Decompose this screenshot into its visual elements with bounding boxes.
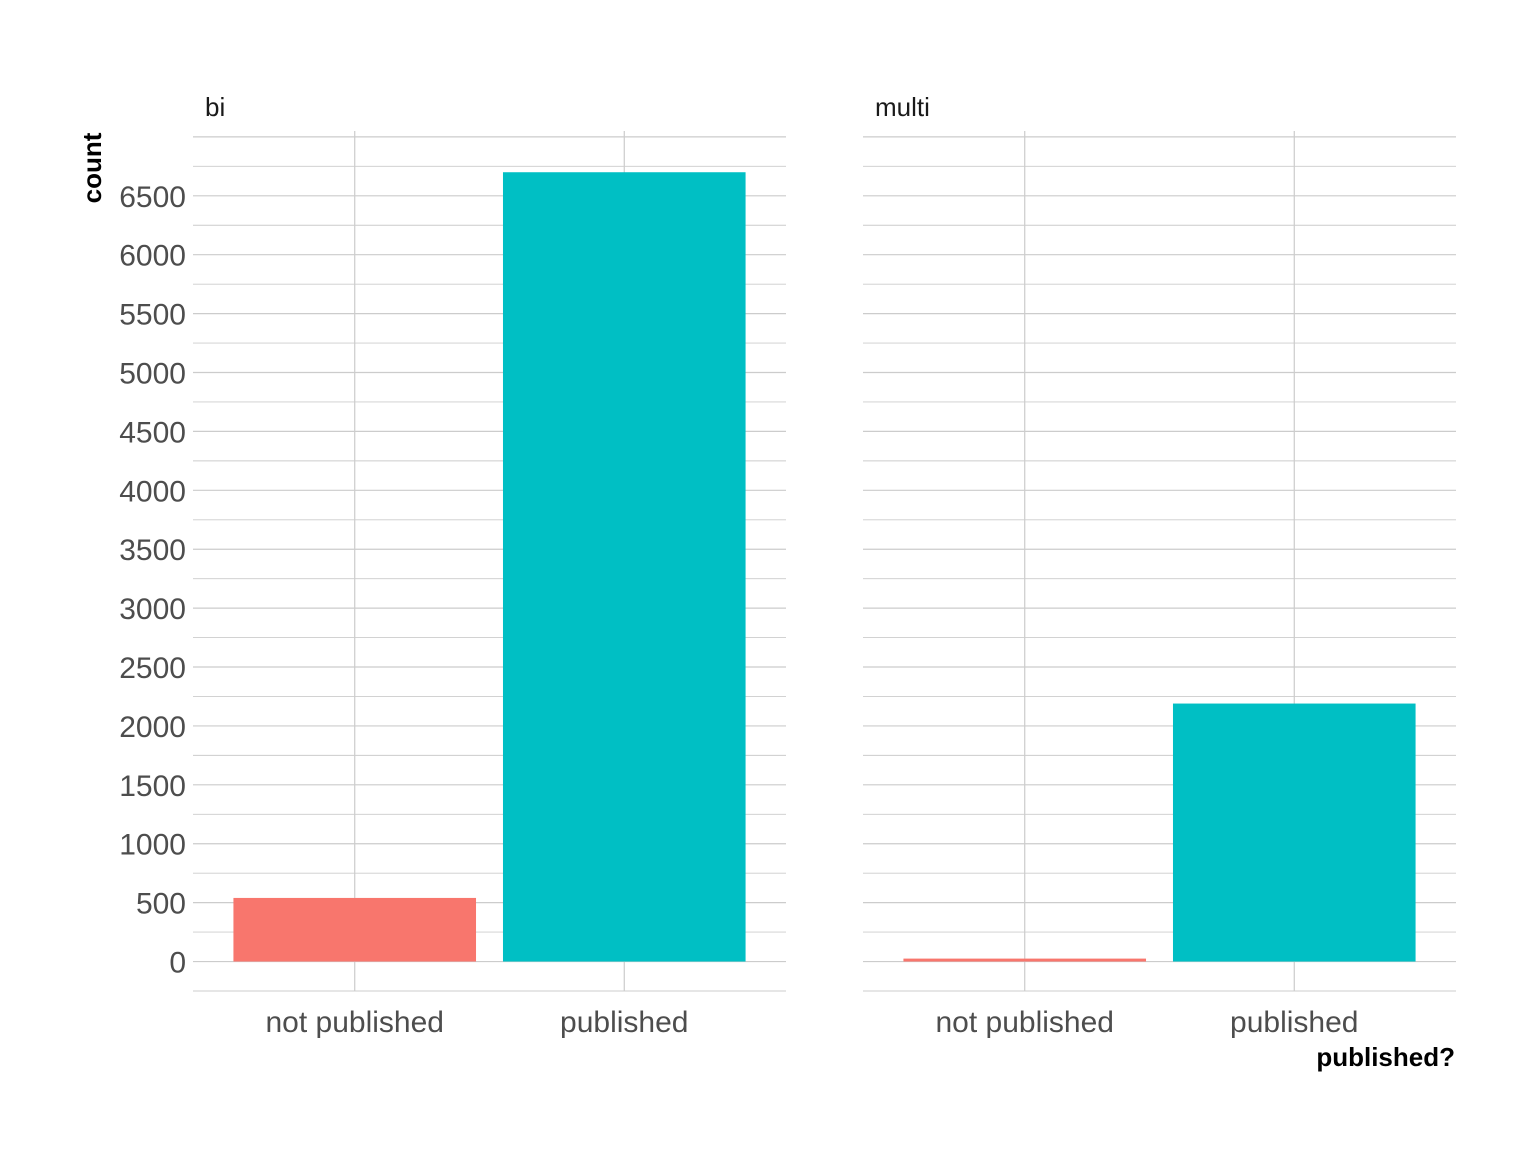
x-tick-labels: not published published xyxy=(935,1006,1358,1039)
bar-published xyxy=(502,172,746,962)
y-tick-label: 6500 xyxy=(119,181,186,214)
panel-multi: multi not published published xyxy=(863,92,1456,1039)
y-tick-label: 4000 xyxy=(119,475,186,508)
facet-strip-label: bi xyxy=(205,92,225,122)
x-tick-label: not published xyxy=(265,1006,443,1039)
y-tick-labels: 0 500 1000 1500 2000 2500 3000 3500 4000 4500 5000… xyxy=(119,181,186,980)
y-tick-label: 2500 xyxy=(119,652,186,685)
y-tick-label: 3500 xyxy=(119,534,186,567)
x-tick-label: published xyxy=(560,1006,688,1039)
y-tick-label: 5500 xyxy=(119,299,186,332)
y-tick-label: 3000 xyxy=(119,593,186,626)
y-tick-label: 6000 xyxy=(119,240,186,273)
y-tick-label: 1500 xyxy=(119,770,186,803)
bar-not-published xyxy=(233,897,477,962)
y-tick-label: 1000 xyxy=(119,829,186,862)
bar-not-published xyxy=(903,958,1147,962)
y-tick-label: 500 xyxy=(136,888,186,921)
bar-published xyxy=(1172,703,1416,962)
y-tick-label: 5000 xyxy=(119,358,186,391)
x-tick-labels: not published published xyxy=(265,1006,688,1039)
y-tick-label: 4500 xyxy=(119,416,186,449)
y-axis-title: count xyxy=(77,132,107,203)
x-tick-label: published xyxy=(1230,1006,1358,1039)
x-axis-title: published? xyxy=(1316,1042,1455,1072)
panel-bars xyxy=(903,703,1416,962)
panel-bi: bi not published published xyxy=(193,92,786,1039)
y-tick-label: 2000 xyxy=(119,711,186,744)
facet-strip-label: multi xyxy=(875,92,930,122)
x-tick-label: not published xyxy=(935,1006,1113,1039)
panel-bars xyxy=(233,172,746,962)
y-tick-label: 0 xyxy=(169,947,186,980)
